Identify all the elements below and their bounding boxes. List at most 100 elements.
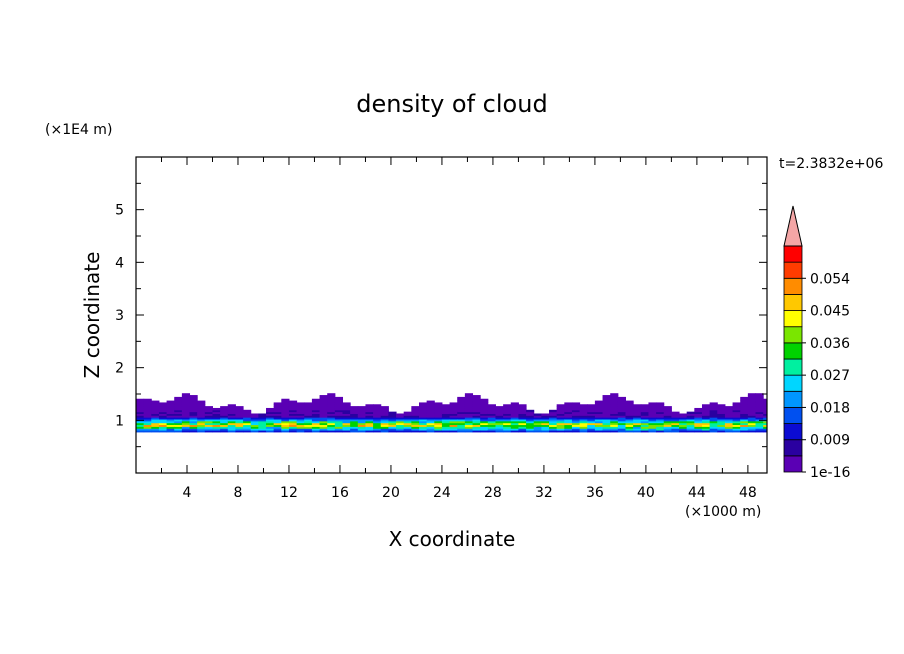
density-cell — [701, 420, 711, 424]
density-cell — [755, 406, 764, 409]
density-cell — [510, 402, 519, 405]
density-cell — [304, 424, 313, 427]
density-cell — [464, 415, 474, 418]
density-cell — [174, 413, 183, 416]
density-cell — [633, 430, 642, 433]
density-cell — [388, 426, 397, 429]
density-cell — [143, 417, 152, 420]
density-cell — [671, 419, 680, 422]
density-cell — [594, 428, 604, 431]
density-cell — [495, 415, 504, 418]
density-cell — [403, 424, 412, 427]
density-cell — [495, 413, 504, 416]
density-cell — [464, 398, 474, 402]
density-cell — [579, 420, 588, 424]
density-cell — [288, 407, 298, 411]
density-cell — [319, 406, 328, 409]
density-cell — [671, 417, 680, 420]
density-cell — [487, 404, 496, 407]
density-cell — [487, 406, 496, 409]
density-cell — [472, 396, 481, 400]
density-cell — [342, 409, 351, 413]
density-cell — [327, 393, 336, 396]
density-cell — [250, 413, 259, 416]
density-cell — [158, 402, 168, 405]
density-cell — [434, 424, 443, 427]
density-cell — [319, 413, 328, 416]
density-cell — [281, 424, 290, 427]
density-cell — [755, 428, 764, 431]
density-cell — [166, 415, 175, 418]
density-cell — [174, 411, 183, 414]
density-cell — [579, 409, 588, 413]
density-cell — [158, 430, 168, 433]
density-cell — [258, 415, 267, 418]
density-cell — [610, 422, 619, 426]
density-cell — [602, 426, 611, 429]
density-cell — [403, 419, 412, 422]
density-cell — [250, 417, 259, 420]
density-cell — [549, 411, 558, 414]
density-cell — [334, 402, 344, 405]
density-cell — [311, 406, 321, 409]
density-cell — [250, 424, 259, 427]
density-cell — [357, 415, 366, 418]
density-cell — [426, 424, 435, 427]
density-cell — [449, 415, 458, 418]
density-cell — [549, 430, 558, 433]
density-cell — [747, 393, 757, 396]
density-cell — [281, 400, 290, 403]
density-cell — [533, 415, 542, 418]
density-cell — [342, 422, 351, 426]
density-cell — [549, 413, 558, 416]
density-cell — [449, 407, 458, 411]
density-cell — [686, 426, 695, 429]
density-cell — [243, 411, 252, 414]
density-cell — [701, 404, 711, 407]
density-cell — [503, 417, 512, 420]
density-cell — [457, 424, 466, 427]
density-cell — [717, 430, 726, 433]
density-cell — [472, 404, 481, 407]
density-cell — [663, 424, 672, 427]
density-cell — [472, 398, 481, 402]
density-cell — [441, 422, 451, 426]
density-cell — [220, 419, 229, 422]
density-cell — [418, 419, 428, 422]
density-cell — [564, 411, 573, 414]
density-cell — [418, 417, 428, 420]
density-cell — [136, 422, 145, 426]
density-cell — [457, 417, 466, 420]
density-cell — [220, 407, 229, 411]
density-cell — [388, 413, 397, 416]
density-cell — [166, 417, 175, 420]
density-cell — [579, 411, 588, 414]
colorbar-swatch — [783, 439, 803, 457]
density-cell — [350, 419, 359, 422]
density-cell — [640, 417, 649, 420]
density-cell — [235, 407, 244, 411]
density-cell — [227, 428, 236, 431]
density-cell — [449, 406, 458, 409]
density-cell — [166, 426, 175, 429]
density-cell — [296, 417, 305, 420]
density-cell — [273, 420, 282, 424]
density-cell — [327, 398, 336, 402]
density-cell — [441, 426, 451, 429]
density-cell — [763, 406, 768, 409]
density-cell — [709, 430, 718, 433]
density-cell — [464, 430, 474, 433]
density-cell — [648, 402, 657, 405]
density-cell — [610, 419, 619, 422]
density-cell — [220, 428, 229, 431]
density-cell — [541, 420, 550, 424]
density-cell — [526, 413, 535, 416]
density-cell — [740, 428, 749, 431]
density-cell — [212, 415, 221, 418]
density-cell — [296, 404, 305, 407]
density-cell — [143, 424, 152, 427]
density-cell — [594, 424, 604, 427]
density-cell — [350, 420, 359, 424]
density-cell — [258, 417, 267, 420]
density-cell — [319, 402, 328, 405]
